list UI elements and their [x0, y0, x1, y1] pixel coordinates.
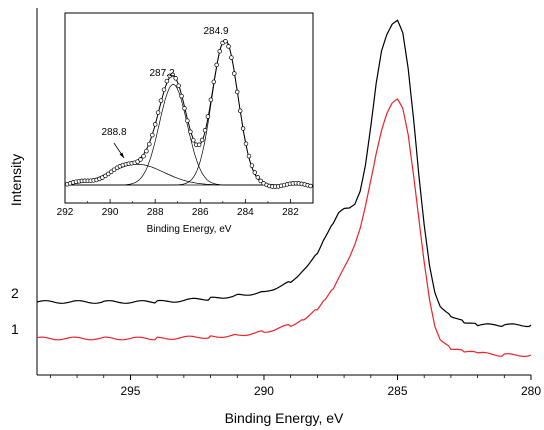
inset-data-point	[152, 122, 158, 127]
inset-data-point	[214, 62, 219, 68]
inset-data-point	[185, 118, 190, 123]
inset-data-point	[188, 129, 193, 135]
inset-x-tick-label-288: 288	[147, 207, 164, 218]
inset-data-point	[211, 79, 217, 85]
inset-x-tick-label-286: 286	[192, 207, 209, 218]
peak-arrowhead-288-8	[119, 152, 124, 158]
inset-data-point	[182, 106, 187, 111]
inset-data-point	[258, 178, 263, 184]
peak-label-288-8: 288.8	[101, 127, 126, 138]
curve-label-2: 2	[11, 285, 19, 301]
inset-data-point	[237, 108, 243, 114]
main-x-tick-label-280: 280	[521, 384, 541, 398]
inset-data-point	[255, 175, 261, 180]
inset-data-point	[161, 87, 167, 92]
inset-data-point	[217, 49, 222, 54]
inset-x-tick-label-292: 292	[57, 207, 74, 218]
inset-data-point	[232, 71, 237, 76]
main-x-tick-label-285: 285	[387, 384, 407, 398]
inset-data-point	[240, 126, 246, 131]
inset-data-point	[249, 163, 255, 168]
curve-label-1: 1	[11, 321, 19, 337]
inset-x-ticks: 292 290 288 286 284 282	[57, 199, 314, 218]
inset-data-point	[191, 137, 196, 143]
inset-data-point	[196, 142, 202, 148]
inset-data-point	[243, 141, 249, 147]
inset-data-point	[170, 72, 176, 78]
inset-data-points	[65, 39, 313, 189]
main-x-ticks: 295 290 285 280	[49, 375, 541, 398]
inset-data-point	[229, 55, 234, 60]
inset-data-point	[234, 89, 240, 95]
main-series-group	[36, 19, 532, 358]
inset-data-point	[179, 93, 184, 99]
inset-x-tick-label-282: 282	[282, 207, 299, 218]
inset-data-point	[252, 170, 258, 175]
inset-x-axis-label: Binding Energy, eV	[147, 224, 232, 235]
inset-data-point	[138, 157, 143, 162]
series-2-line	[36, 19, 532, 328]
inset-data-point	[223, 39, 228, 44]
main-x-tick-label-290: 290	[254, 384, 274, 398]
inset-data-point	[164, 78, 170, 84]
inset-frame	[64, 12, 314, 204]
inset-data-point	[141, 153, 146, 159]
inset-data-point	[226, 44, 231, 49]
inset-data-point	[147, 141, 152, 147]
inset-plot: 292 290 288 286 284 282 Binding Energy, eV 28…	[57, 12, 314, 235]
inset-data-point	[155, 110, 161, 115]
main-x-tick-label-295: 295	[120, 384, 140, 398]
inset-x-tick-label-290: 290	[102, 207, 119, 218]
inset-data-point	[246, 153, 252, 159]
inset-data-point	[199, 137, 205, 143]
main-plot-axes	[36, 8, 531, 376]
inset-data-point	[108, 169, 114, 175]
inset-data-point	[205, 114, 211, 119]
peak-label-284-9: 284.9	[203, 26, 228, 37]
main-x-axis-label: Binding Energy, eV	[225, 410, 344, 426]
inset-data-point	[135, 159, 140, 164]
peak-label-287-2: 287.2	[149, 68, 174, 79]
inset-data-point	[308, 183, 313, 189]
inset-data-point	[106, 171, 111, 177]
inset-data-point	[158, 98, 164, 103]
inset-data-point	[173, 76, 178, 81]
inset-data-point	[150, 132, 155, 138]
inset-data-point	[208, 97, 214, 103]
series-1-line	[36, 98, 532, 358]
inset-x-tick-label-284: 284	[237, 207, 254, 218]
inset-data-point	[202, 128, 208, 133]
inset-data-point	[176, 83, 181, 88]
inset-data-point	[144, 148, 149, 154]
main-y-axis-label: Intensity	[8, 154, 24, 206]
